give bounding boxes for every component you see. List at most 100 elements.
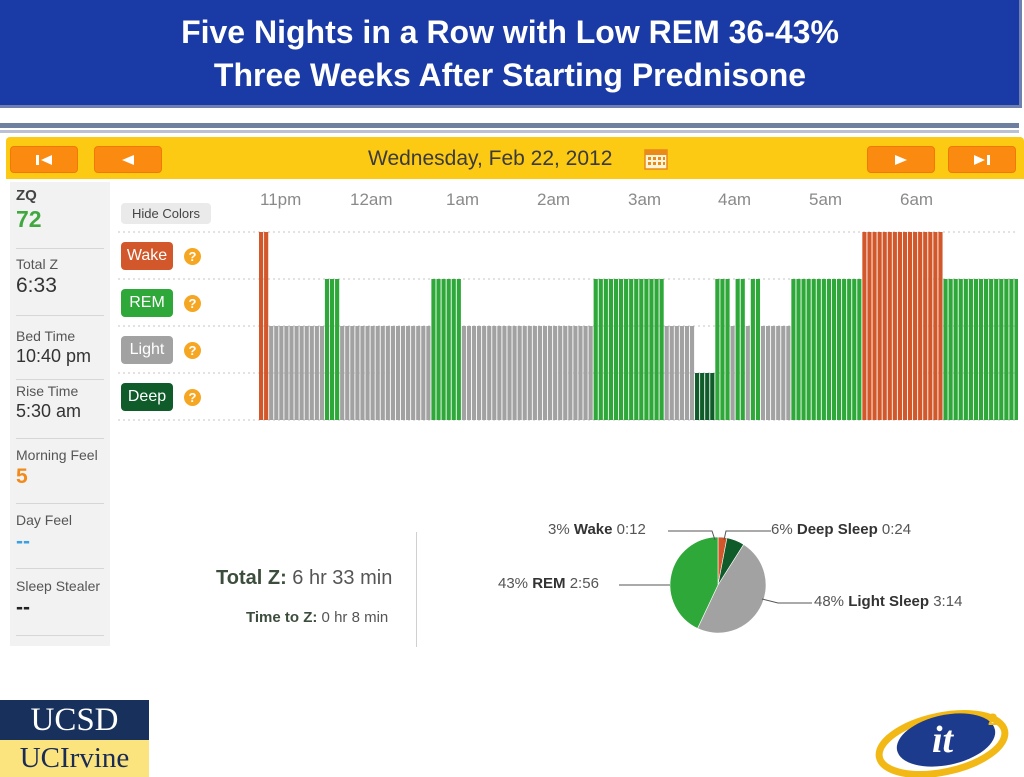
time-to-z-label: Time to Z:	[246, 609, 318, 626]
light-bar	[345, 326, 350, 420]
time-to-z-value: 0 hr 8 min	[317, 609, 389, 626]
uc-irvine-logo: UCIrvine	[0, 740, 149, 777]
light-bar	[416, 326, 421, 420]
light-bar	[406, 326, 411, 420]
deep-bar	[700, 373, 705, 420]
hypnogram-chart	[118, 231, 1018, 421]
light-bar	[375, 326, 380, 420]
wake-bar	[913, 232, 918, 420]
rem-bar	[639, 279, 644, 420]
time-to-z-summary: Time to Z: 0 hr 8 min	[246, 609, 388, 626]
rem-bar	[629, 279, 634, 420]
light-bar	[542, 326, 548, 420]
pie-label-duration: 3:14	[933, 593, 963, 610]
rem-bar	[801, 279, 806, 420]
light-bar	[360, 326, 365, 420]
light-bar	[527, 326, 532, 420]
rem-help-icon[interactable]: ?	[184, 295, 201, 312]
rem-bar	[750, 279, 755, 420]
last-night-button[interactable]	[948, 146, 1016, 173]
wake-bar	[887, 232, 892, 420]
time-label: 6am	[900, 190, 934, 209]
previous-night-button[interactable]	[94, 146, 162, 173]
light-bar	[380, 326, 385, 420]
light-bar	[669, 326, 674, 420]
previous-icon	[122, 154, 134, 165]
wake-bar	[862, 232, 867, 420]
stat-value: 5:30 am	[16, 401, 82, 421]
rem-bar	[329, 279, 335, 420]
next-icon	[895, 154, 907, 165]
light-bar	[766, 326, 771, 420]
it2-logo-superscript: 2	[988, 710, 997, 729]
next-night-button[interactable]	[867, 146, 935, 173]
sleep-tracker-app: Wednesday, Feb 22, 2012 ZQ 72 Total Z 6:…	[6, 137, 1024, 647]
light-bar	[583, 326, 588, 420]
wake-bar	[907, 232, 913, 420]
light-bar	[679, 326, 684, 420]
rem-bar	[608, 279, 613, 420]
stage-deep-button[interactable]: Deep	[121, 383, 173, 411]
rem-bar	[603, 279, 608, 420]
first-night-button[interactable]	[10, 146, 78, 173]
light-help-icon[interactable]: ?	[184, 342, 201, 359]
rem-bar	[857, 279, 862, 420]
rem-bar	[1009, 279, 1014, 420]
rem-bar	[963, 279, 968, 420]
wake-bar	[872, 232, 877, 420]
rem-bar	[451, 279, 456, 420]
rem-bar	[984, 279, 989, 420]
skip-to-last-icon	[974, 154, 990, 165]
ucsd-logo: UCSD	[0, 700, 149, 740]
pie-slice-rem	[669, 536, 719, 629]
vertical-divider	[416, 532, 417, 647]
rem-bar	[836, 279, 842, 420]
light-bar	[319, 326, 325, 420]
wake-bar	[918, 232, 923, 420]
time-label: 1am	[446, 190, 480, 209]
rem-bar	[1004, 279, 1009, 420]
stage-rem-button[interactable]: REM	[121, 289, 173, 317]
total-z-summary: Total Z: 6 hr 33 min	[216, 567, 392, 590]
hide-colors-button[interactable]: Hide Colors	[121, 203, 211, 224]
total-z-value: 6 hr 33 min	[286, 567, 393, 589]
total-z-label: Total Z:	[216, 567, 287, 589]
pie-label-deep: 6% Deep Sleep 0:24	[771, 521, 911, 538]
rem-bar	[816, 279, 821, 420]
light-bar	[760, 326, 766, 420]
light-bar	[370, 326, 375, 420]
light-bar	[502, 326, 507, 420]
wake-help-icon[interactable]: ?	[184, 248, 201, 265]
deep-help-icon[interactable]: ?	[184, 389, 201, 406]
light-bar	[390, 326, 395, 420]
light-bar	[284, 326, 289, 420]
light-bar	[309, 326, 314, 420]
light-bar	[299, 326, 304, 420]
light-bar	[512, 326, 517, 420]
it2-logo: it 2	[875, 710, 1009, 777]
calendar-icon[interactable]	[644, 149, 668, 170]
rem-bar	[618, 279, 624, 420]
light-bar	[522, 326, 527, 420]
stat-label: Rise Time	[16, 383, 79, 399]
stage-light-button[interactable]: Light	[121, 336, 173, 364]
light-bar	[573, 326, 578, 420]
light-bar	[547, 326, 553, 420]
light-bar	[563, 326, 568, 420]
rem-bar	[593, 279, 598, 420]
rem-bar	[598, 279, 603, 420]
light-bar	[385, 326, 390, 420]
rem-bar	[649, 279, 654, 420]
light-bar	[279, 326, 284, 420]
wake-bar	[923, 232, 928, 420]
light-bar	[517, 326, 522, 420]
wake-bar	[882, 232, 887, 420]
rem-bar	[740, 279, 745, 420]
rem-bar	[634, 279, 639, 420]
light-bar	[274, 326, 279, 420]
rem-bar	[796, 279, 801, 420]
deep-bar	[710, 373, 715, 420]
stat-total-z: Total Z 6:33	[16, 256, 104, 316]
stage-wake-button[interactable]: Wake	[121, 242, 173, 270]
stat-value: 72	[16, 206, 42, 232]
